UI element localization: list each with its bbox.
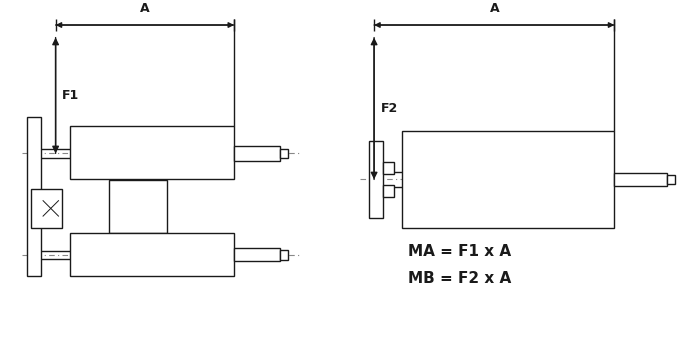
Bar [402,131,614,228]
Text: A: A [489,2,499,15]
Bar [31,189,62,228]
Bar [281,250,288,260]
Bar [281,148,288,158]
Text: MB = F2 x A: MB = F2 x A [408,271,511,286]
Bar [234,146,281,161]
Bar [43,201,59,216]
Bar [70,126,234,180]
Text: MA = F1 x A: MA = F1 x A [408,244,511,259]
Bar [614,173,667,186]
Bar [369,141,383,218]
Bar [109,180,167,234]
Text: F2: F2 [381,102,398,115]
Bar [383,185,394,197]
Text: F1: F1 [62,89,80,102]
Bar [383,162,394,174]
Bar [234,248,281,262]
Bar [667,175,675,184]
Bar [70,234,234,276]
Bar [27,117,41,276]
Text: A: A [140,2,149,15]
